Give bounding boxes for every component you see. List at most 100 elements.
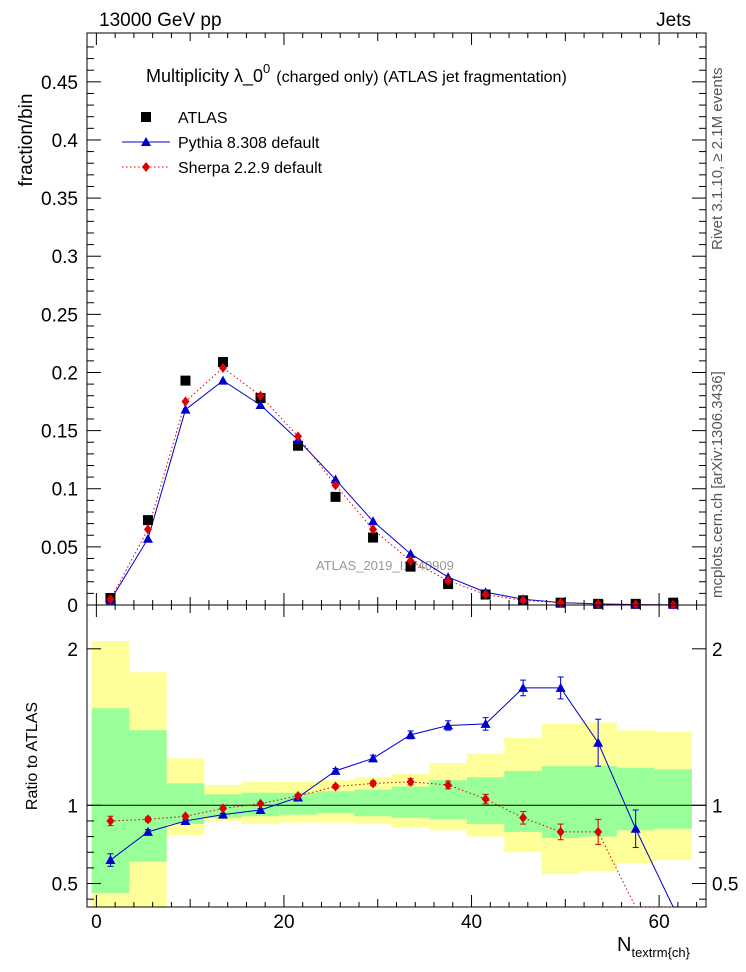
stat-uncertainty-band: [129, 730, 167, 862]
legend: ATLAS Pythia 8.308 default Sherpa 2.2.9 de…: [122, 110, 323, 177]
sherpa-point: [218, 362, 227, 373]
atlas-point: [180, 375, 191, 386]
sherpa-ratio-point: [181, 811, 190, 822]
sherpa-ratio-point: [331, 781, 340, 792]
x-tick-label: 20: [273, 912, 294, 933]
sherpa-ratio-point: [406, 776, 415, 787]
sherpa-point: [481, 589, 490, 600]
sherpa-ratio-point: [444, 779, 453, 790]
stat-uncertainty-band: [279, 792, 317, 815]
x-tick-label: 0: [91, 912, 102, 933]
pythia-ratio-point: [368, 753, 379, 763]
legend-marker: [142, 162, 150, 172]
sherpa-point: [143, 524, 152, 535]
y-tick-label-top: 0.25: [41, 305, 78, 326]
stat-uncertainty-band: [354, 789, 392, 817]
sherpa-ratio-point: [256, 798, 265, 809]
side-label-bottom: mcplots.cern.ch [arXiv:1306.3436]: [709, 371, 726, 598]
stat-uncertainty-band: [654, 769, 692, 829]
y-tick-label-bottom: 2: [67, 640, 78, 661]
legend-label: ATLAS: [178, 110, 228, 127]
pythia-ratio-point: [330, 765, 341, 775]
sherpa-ratio-point: [143, 814, 152, 825]
y-tick-label-top: 0.35: [41, 189, 78, 210]
top-panel: 0 0.05 0.1 0.15 0.2 0.25 0.3 0.35 0.4 0.45: [41, 32, 707, 617]
pythia-ratio-point: [518, 682, 529, 692]
header-right: Jets: [656, 10, 691, 31]
pythia-point: [142, 533, 153, 543]
sherpa-ratio-point: [369, 778, 378, 789]
sherpa-ratio-point: [594, 826, 603, 837]
pythia-point: [180, 404, 191, 414]
ratio-panel: 0 20 40 60 0.5 0.5 1 1 2 2: [52, 604, 738, 933]
pythia-ratio-point: [630, 823, 641, 833]
pythia-ratio-point: [217, 809, 228, 819]
sherpa-line: [110, 367, 674, 606]
legend-marker: [141, 137, 151, 146]
sherpa-point: [444, 575, 453, 586]
header-left: 13000 GeV pp: [99, 10, 222, 31]
pythia-ratio-point: [142, 826, 153, 836]
x-axis-label-main: N: [617, 934, 631, 956]
pythia-ratio-point: [255, 804, 266, 814]
pythia-line: [110, 380, 674, 606]
atlas-point: [217, 357, 228, 368]
pythia-ratio-line: [110, 687, 674, 908]
pythia-point: [330, 474, 341, 484]
sherpa-point: [594, 598, 603, 609]
x-axis-label-sub: textrm{ch}: [631, 945, 690, 960]
atlas-point: [368, 532, 379, 543]
sherpa-point: [294, 431, 303, 442]
pythia-ratio-point: [593, 737, 604, 747]
y-tick-label-top: 0.05: [41, 538, 78, 559]
y-axis-label-top: fraction/bin: [16, 94, 37, 187]
sherpa-point: [331, 480, 340, 491]
sherpa-ratio-point: [218, 803, 227, 814]
pythia-point: [255, 400, 266, 410]
y-tick-label-top: 0.1: [52, 480, 78, 501]
title-main: Multiplicity λ_0: [146, 66, 263, 87]
y-tick-label-top: 0.15: [41, 422, 78, 443]
pythia-point: [405, 548, 416, 558]
sherpa-point: [181, 396, 190, 407]
atlas-point: [142, 515, 153, 526]
sherpa-point: [256, 390, 265, 401]
y-tick-label-bottom: 1: [67, 796, 78, 817]
sherpa-point: [369, 524, 378, 535]
legend-label: Sherpa 2.2.9 default: [178, 160, 323, 177]
sherpa-point: [519, 595, 528, 606]
watermark: ATLAS_2019_I1740909: [316, 558, 454, 573]
x-tick-label: 60: [649, 912, 670, 933]
y-tick-label-bottom: 0.5: [52, 875, 78, 896]
pythia-point: [217, 375, 228, 385]
y-tick-label-bottom-right: 2: [712, 640, 723, 661]
atlas-point: [293, 440, 304, 451]
sherpa-ratio-point: [519, 812, 528, 823]
y-axis-label-bottom: Ratio to ATLAS: [24, 702, 41, 810]
y-tick-label-bottom-right: 1: [712, 796, 723, 817]
pythia-ratio-point: [105, 855, 116, 865]
atlas-point: [405, 561, 416, 572]
atlas-point: [330, 491, 341, 502]
pythia-ratio-point: [443, 720, 454, 730]
pythia-ratio-point: [405, 729, 416, 739]
sherpa-ratio-point: [294, 790, 303, 801]
stat-uncertainty-band: [391, 786, 430, 818]
sherpa-ratio-line: [110, 781, 674, 908]
pythia-point: [368, 516, 379, 526]
side-label-top: Rivet 3.1.10, ≥ 2.1M events: [709, 68, 726, 251]
y-tick-label-top: 0.45: [41, 73, 78, 94]
sherpa-point: [406, 555, 415, 566]
y-tick-label-top: 0.2: [52, 363, 78, 384]
y-tick-label-top: 0.4: [52, 131, 79, 152]
chart-title: Multiplicity λ_00 (charged only) (ATLAS j…: [146, 61, 567, 87]
pythia-ratio-point: [480, 718, 491, 728]
y-tick-label-top: 0: [67, 596, 78, 617]
title-sup: 0: [263, 61, 270, 76]
stat-uncertainty-band: [316, 791, 355, 814]
sherpa-ratio-point: [106, 815, 115, 826]
pythia-ratio-point: [555, 682, 566, 692]
sherpa-ratio-point: [481, 794, 490, 805]
sherpa-point: [106, 594, 115, 605]
